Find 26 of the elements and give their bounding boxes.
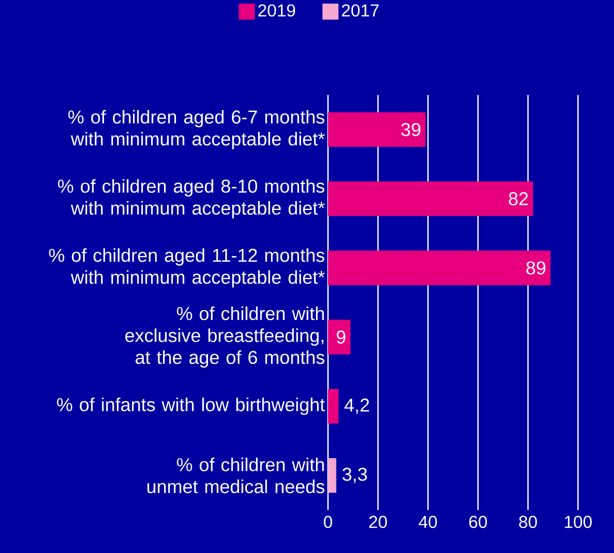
data-label: 39: [401, 122, 420, 136]
x-tick-label: 0: [324, 516, 332, 528]
data-label: 9: [336, 330, 346, 344]
y-tick-label: % of children aged 6-7 months with minimum acceptable diet*: [68, 110, 325, 150]
y-tick-label: % of children aged 11-12 months with minimum acceptable diet*: [49, 248, 325, 288]
y-tick-label: % of infants with low birthweight: [57, 398, 325, 415]
y-tick-label: % of children with unmet medical needs: [147, 458, 324, 494]
bar: [328, 250, 550, 286]
legend-label: 2019: [258, 4, 296, 17]
y-tick-label: % of children aged 8-10 months with minimum acceptable diet*: [58, 179, 325, 218]
data-label: 82: [508, 192, 528, 206]
bar: [328, 388, 338, 424]
data-label: 4,2: [344, 398, 370, 414]
bar: [328, 458, 336, 493]
x-tick-label: 60: [469, 516, 487, 528]
bar: [328, 112, 426, 147]
data-label: 89: [526, 261, 546, 275]
x-tick-label: 20: [369, 516, 387, 528]
y-tick-label: % of children with exclusive breastfeeding, at the age of 6 months: [125, 306, 324, 368]
x-tick-label: 80: [519, 516, 537, 528]
bar: [328, 181, 533, 216]
legend-label: 2017: [342, 4, 379, 17]
data-label: 3,3: [342, 468, 367, 484]
x-tick-label: 40: [418, 516, 437, 528]
x-tick-label: 100: [564, 516, 592, 528]
bar: [328, 320, 350, 354]
